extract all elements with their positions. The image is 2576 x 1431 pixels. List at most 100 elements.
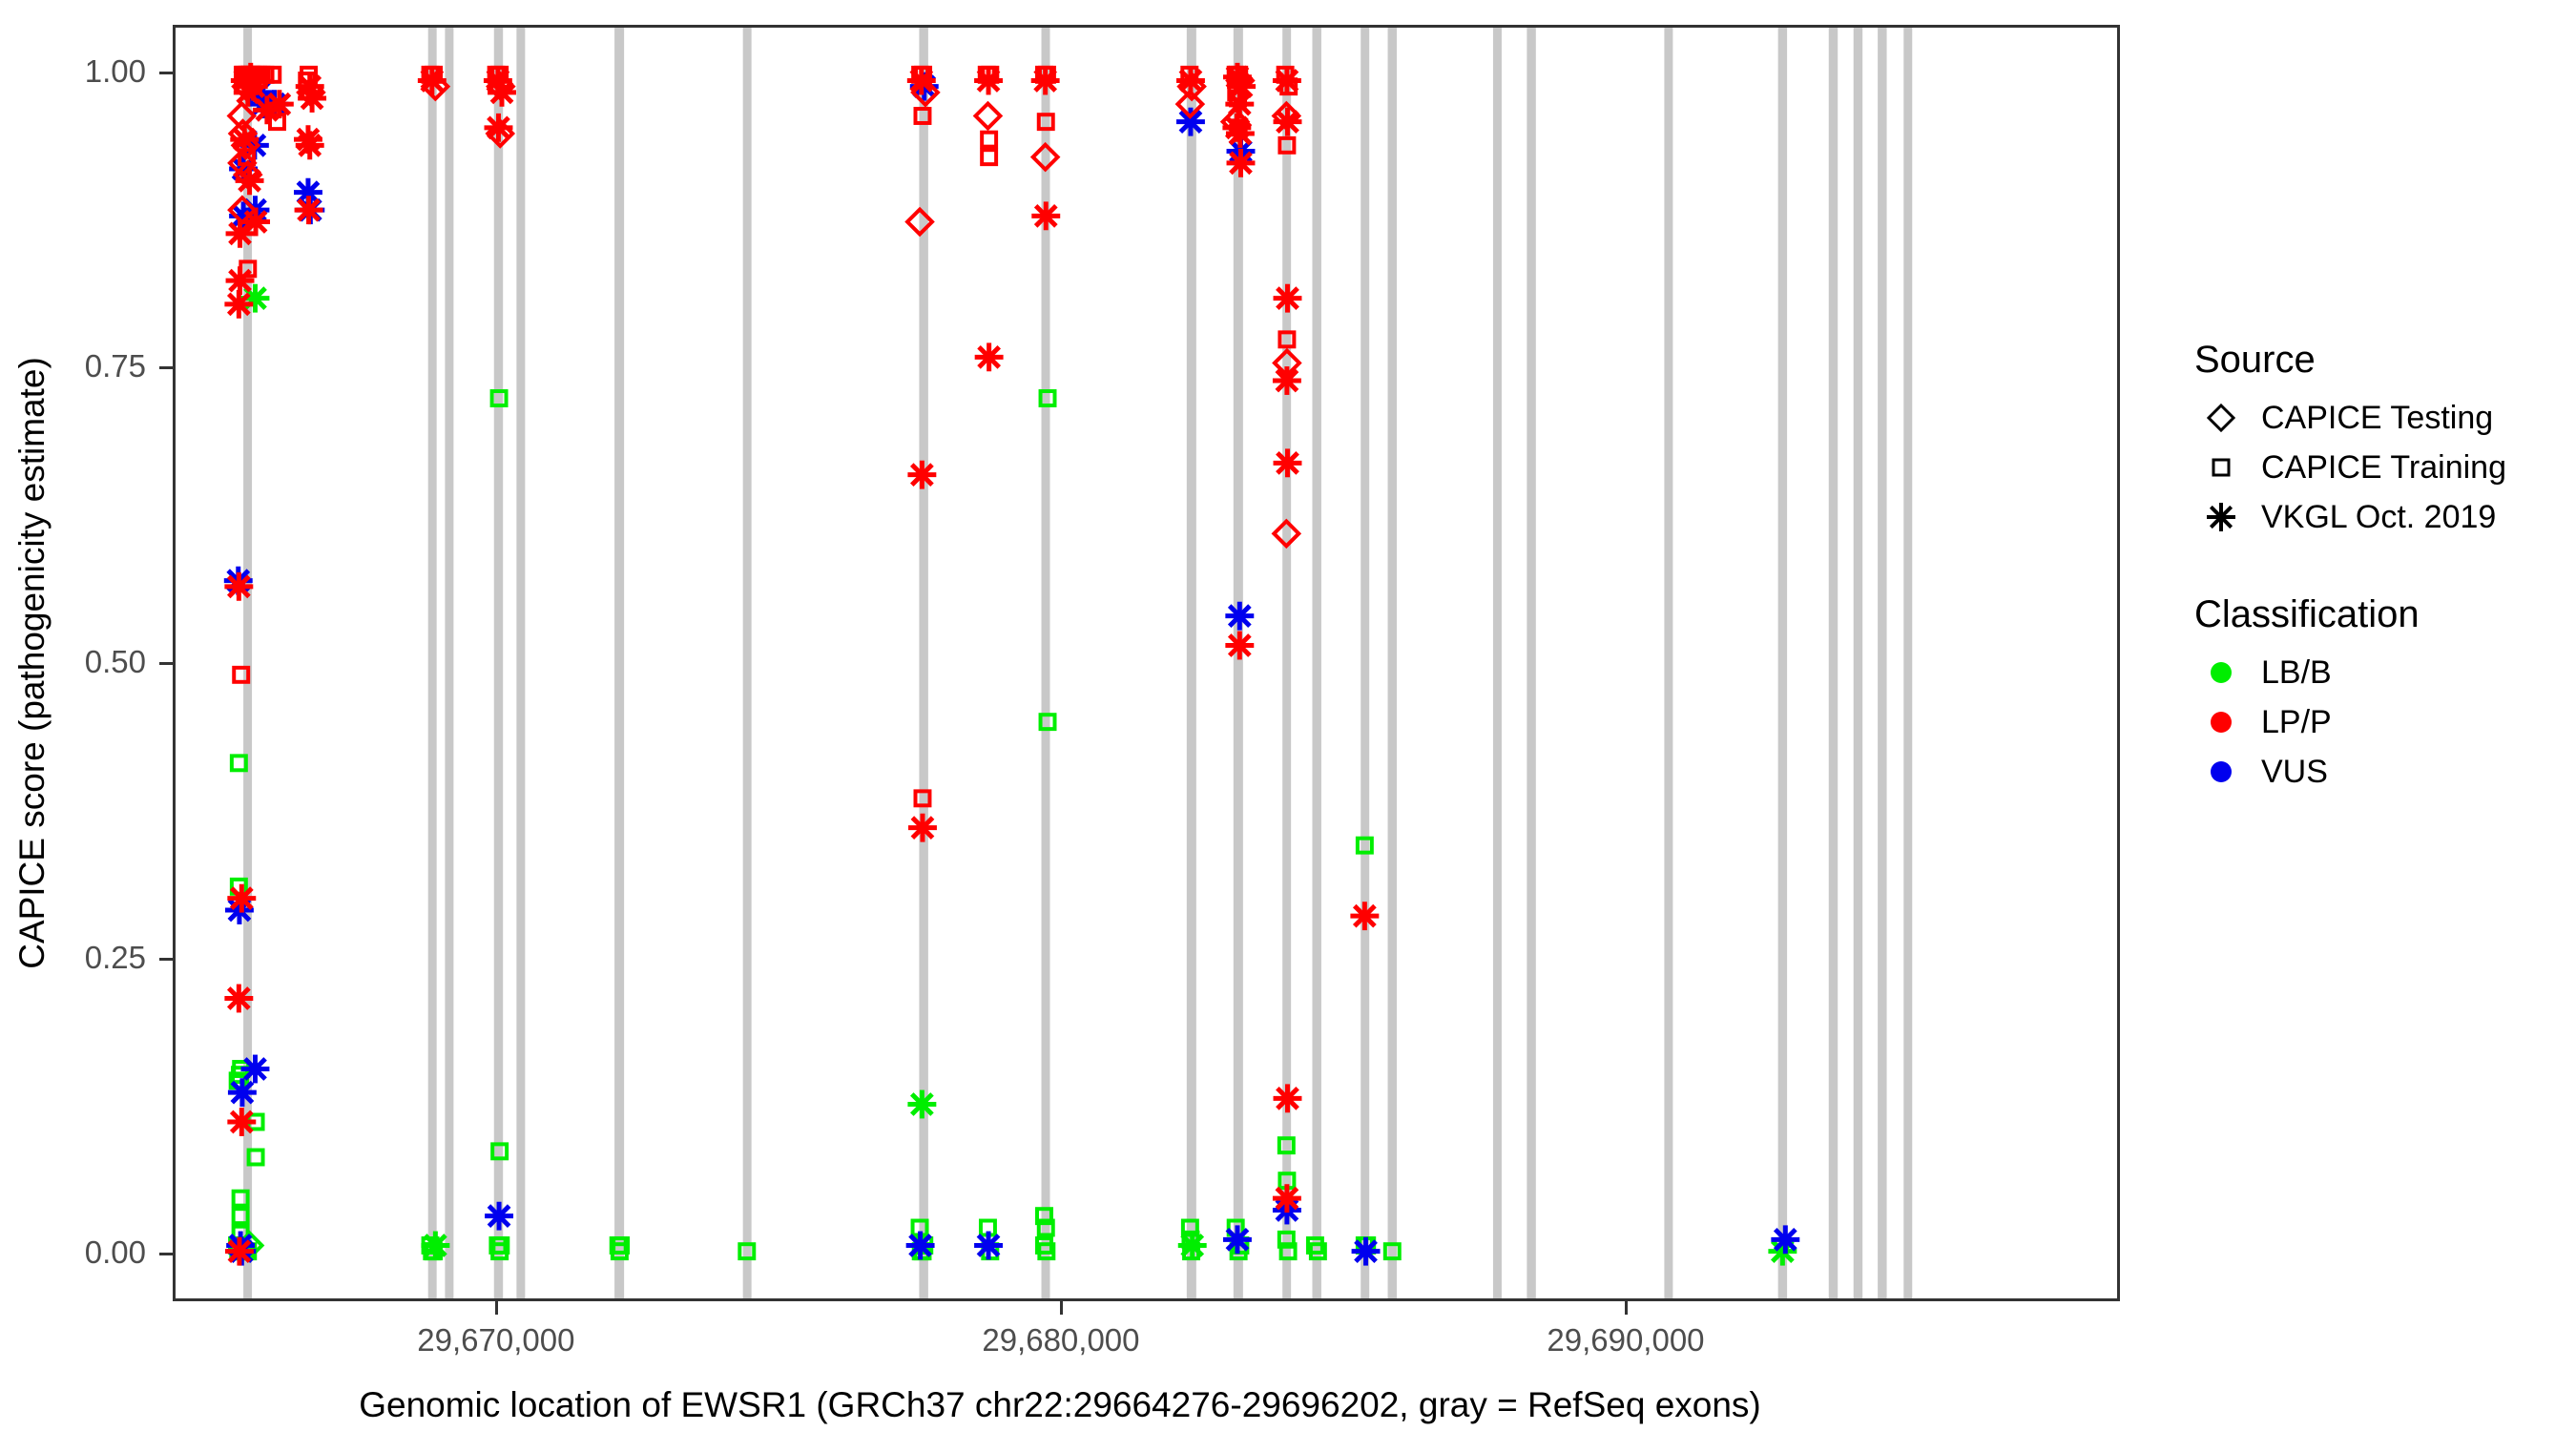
exon-band (427, 28, 437, 1298)
legend-group-classification: LB/B LP/P VUS (2194, 648, 2566, 797)
square-marker (2194, 443, 2248, 492)
exon-band (1828, 28, 1839, 1298)
asterisk-marker (243, 210, 268, 234)
data-point (1225, 601, 1255, 631)
asterisk-marker (487, 1204, 511, 1229)
y-tick-label: 0.00 (84, 1234, 146, 1271)
asterisk-marker (1225, 1227, 1250, 1252)
data-point (1029, 141, 1061, 173)
exon-band (1282, 28, 1292, 1298)
asterisk-marker (228, 221, 252, 246)
legend-item-label: LP/P (2261, 703, 2332, 740)
data-point (1272, 366, 1301, 395)
data-point (1278, 330, 1297, 349)
asterisk-marker (227, 1239, 252, 1264)
diamond-marker (1271, 518, 1302, 550)
y-tick-mark (159, 71, 173, 74)
data-point (904, 206, 935, 238)
data-point (1225, 631, 1255, 660)
plot-canvas (223, 28, 1913, 1298)
square-marker (737, 1242, 757, 1261)
exon-band (1664, 28, 1673, 1298)
x-tick-label: 29,670,000 (417, 1322, 575, 1358)
data-point (488, 77, 516, 107)
exon-band (1527, 28, 1536, 1298)
data-point (1382, 1242, 1402, 1261)
dot-icon (2211, 662, 2232, 683)
data-point (1174, 89, 1206, 119)
exon-band (1853, 28, 1863, 1298)
data-point (1272, 1184, 1301, 1213)
data-point (1037, 65, 1056, 84)
square-marker (1036, 1218, 1055, 1237)
data-point (1273, 283, 1302, 313)
asterisk-marker (1227, 633, 1252, 657)
asterisk-marker (241, 74, 266, 99)
square-marker (981, 65, 1000, 84)
asterisk-marker (1276, 1086, 1299, 1110)
asterisk-marker (229, 1110, 254, 1134)
asterisk-marker (1275, 1186, 1299, 1211)
asterisk-marker (1178, 110, 1203, 135)
data-point (264, 90, 294, 119)
y-tick-label: 0.25 (84, 939, 146, 975)
data-point (1355, 836, 1374, 855)
square-marker (246, 1148, 265, 1167)
y-tick-mark (159, 662, 173, 665)
legend-item[interactable]: VKGL Oct. 2019 (2194, 492, 2566, 542)
asterisk-marker (229, 886, 254, 911)
data-point (227, 1078, 257, 1108)
square-marker (231, 1207, 250, 1226)
square-marker (980, 130, 999, 149)
legend-item-label: CAPICE Training (2261, 448, 2506, 486)
exon-band (1878, 28, 1887, 1298)
data-point (240, 1054, 270, 1084)
exon-band (1041, 28, 1050, 1298)
data-point (1351, 1236, 1381, 1266)
y-tick-label: 1.00 (84, 52, 146, 89)
data-point (232, 665, 251, 684)
data-point (1037, 1242, 1056, 1261)
asterisk-marker (1773, 1227, 1797, 1252)
diamond-marker (972, 100, 1004, 132)
legend-item[interactable]: LP/P (2194, 697, 2566, 747)
data-point (224, 1236, 254, 1266)
exon-band (1312, 28, 1321, 1298)
diamond-marker (1174, 89, 1206, 119)
data-point (491, 1236, 510, 1255)
y-tick-mark (159, 957, 173, 961)
square-marker (229, 754, 248, 773)
exon-band (493, 28, 504, 1298)
data-point (294, 196, 323, 225)
data-point (1308, 1242, 1327, 1261)
exon-band (1492, 28, 1502, 1298)
asterisk-marker (230, 1080, 255, 1105)
data-point (225, 218, 255, 248)
exon-band (445, 28, 454, 1298)
asterisk-marker (238, 168, 261, 193)
legend-item[interactable]: LB/B (2194, 648, 2566, 697)
asterisk-marker (910, 463, 934, 487)
data-point (1278, 135, 1297, 155)
square-marker (980, 148, 999, 167)
data-point (263, 65, 282, 84)
y-axis-label: CAPICE score (pathogenicity estimate) (12, 357, 52, 969)
legend-item[interactable]: CAPICE Testing (2194, 393, 2566, 443)
diamond-marker (230, 130, 261, 161)
x-axis-label: Genomic location of EWSR1 (GRCh37 chr22:… (359, 1385, 1761, 1424)
legend-item[interactable]: VUS (2194, 747, 2566, 797)
data-point (485, 118, 516, 149)
square-marker (1279, 77, 1298, 96)
data-point (490, 1142, 509, 1161)
x-tick-mark (1059, 1301, 1063, 1315)
data-point (224, 289, 254, 319)
asterisk-marker (910, 816, 935, 840)
square-marker (425, 65, 444, 84)
asterisk-marker (977, 344, 1002, 369)
y-tick-mark (159, 1253, 173, 1256)
data-point (974, 1231, 1003, 1260)
legend-item[interactable]: CAPICE Training (2194, 443, 2566, 492)
diamond-marker (485, 118, 516, 149)
square-icon (2212, 458, 2231, 477)
